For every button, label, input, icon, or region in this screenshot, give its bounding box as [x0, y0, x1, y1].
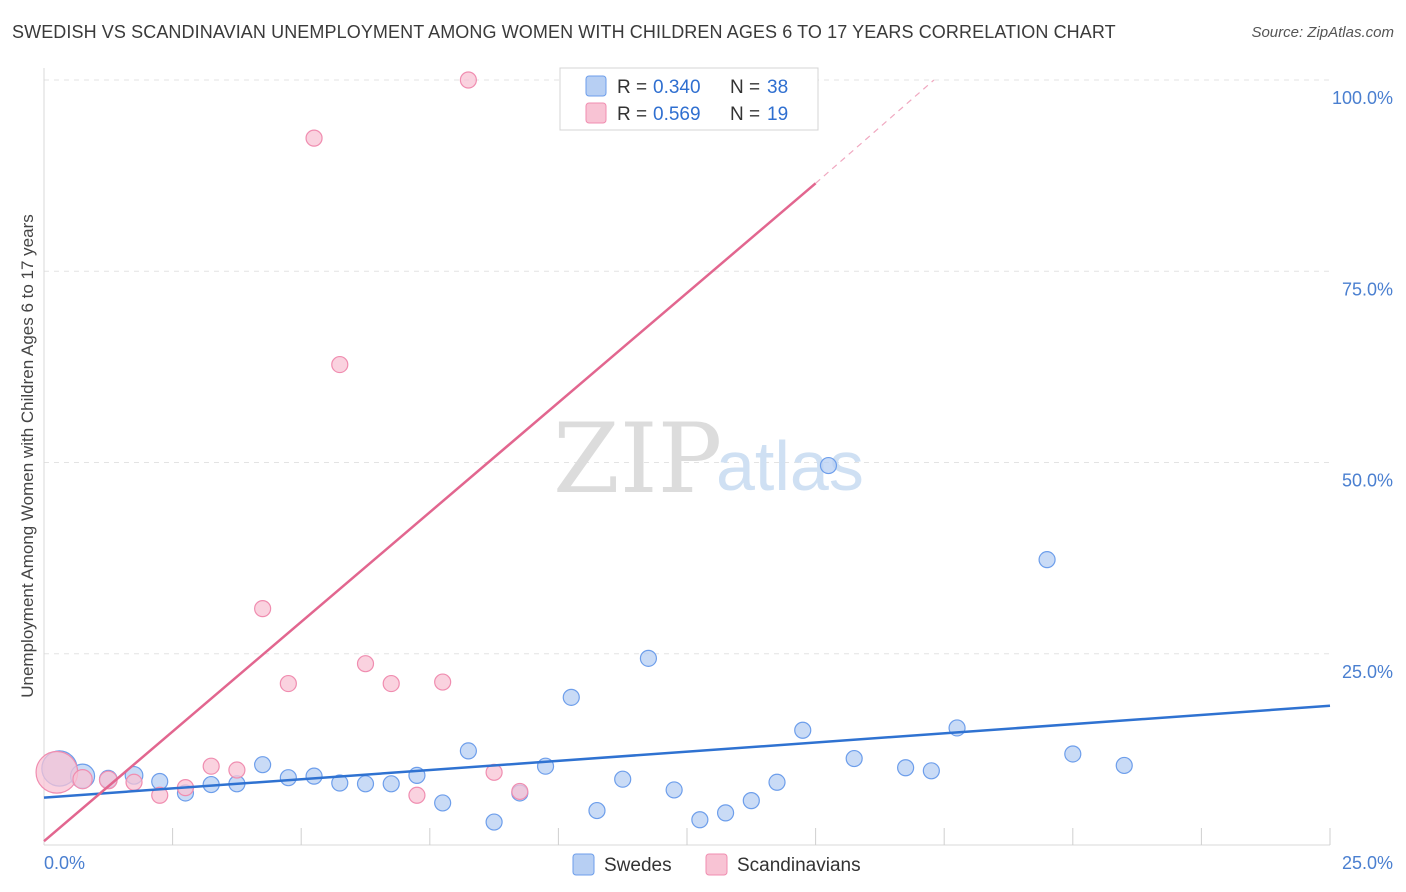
- series-legend-swatch-scandinavians[interactable]: [705, 853, 728, 876]
- scandinavian-point-10: [305, 129, 323, 147]
- x-tick-label-1: 25.0%: [1342, 853, 1393, 873]
- scandinavian-point-13: [382, 674, 400, 693]
- legend-r-label-scandinavians: R =: [617, 104, 647, 125]
- swede-point-16: [459, 742, 477, 760]
- legend-r-label-swedes: R =: [617, 77, 647, 98]
- swede-point-26: [716, 804, 735, 822]
- series-legend-swatch-swedes[interactable]: [572, 853, 595, 876]
- axes: [43, 68, 1331, 846]
- y-tick-label-1: 50.0%: [1342, 471, 1393, 491]
- correlation-legend: R = 0.340 N = 38 R = 0.569 N = 19: [559, 67, 819, 131]
- scandinavians-trend-extension: [815, 79, 935, 184]
- y-tick-label-2: 75.0%: [1342, 279, 1393, 299]
- swede-point-8: [254, 756, 272, 774]
- swedes-trend-line: [43, 704, 1331, 799]
- trend-lines: [43, 79, 1331, 843]
- swede-point-27: [742, 792, 760, 810]
- scandinavian-point-4: [151, 786, 169, 804]
- swede-point-30: [819, 456, 838, 475]
- swede-point-13: [382, 775, 400, 793]
- legend-swatch-swedes: [585, 75, 607, 97]
- scandinavian-point-6: [202, 757, 220, 775]
- watermark-atlas: atlas: [716, 427, 864, 505]
- source-label: Source: ZipAtlas.com: [1251, 24, 1394, 41]
- legend-swatch-scandinavians: [585, 102, 607, 124]
- series-legend: Swedes Scandinavians: [572, 853, 861, 876]
- scandinavian-point-11: [331, 355, 349, 374]
- swede-point-15: [434, 794, 452, 812]
- scandinavians-trend-line: [43, 182, 817, 843]
- scandinavian-point-16: [459, 71, 477, 89]
- swede-point-36: [1064, 745, 1082, 763]
- watermark-zip: ZIP: [553, 403, 722, 515]
- scandinavian-point-3: [125, 773, 143, 791]
- watermark: ZIP atlas: [553, 403, 864, 515]
- swede-point-29: [794, 721, 812, 739]
- swede-point-24: [665, 781, 683, 799]
- scandinavian-point-12: [356, 655, 375, 673]
- scandinavians-points: [35, 71, 529, 804]
- legend-n-label-swedes: N =: [730, 77, 760, 98]
- y-tick-label-3: 100.0%: [1332, 88, 1393, 108]
- swede-point-31: [845, 749, 863, 768]
- x-tick-label-0: 0.0%: [44, 853, 85, 873]
- swede-point-23: [639, 649, 658, 667]
- legend-n-value-swedes: 38: [767, 77, 788, 98]
- legend-r-value-swedes: 0.340: [653, 77, 701, 98]
- swede-point-11: [331, 774, 349, 792]
- gridlines: [44, 79, 1330, 655]
- swede-point-21: [588, 801, 606, 820]
- swede-point-35: [1038, 551, 1056, 569]
- legend-n-label-scandinavians: N =: [730, 104, 760, 125]
- swede-point-25: [691, 811, 709, 829]
- legend-r-value-scandinavians: 0.569: [653, 104, 701, 125]
- legend-n-value-scandinavians: 19: [767, 104, 788, 125]
- scandinavian-point-8: [254, 600, 272, 618]
- swede-point-33: [922, 762, 940, 780]
- swede-point-10: [305, 767, 323, 785]
- scandinavian-point-9: [279, 674, 297, 693]
- scandinavian-point-14: [408, 786, 426, 804]
- series-legend-label-swedes[interactable]: Swedes: [604, 855, 672, 876]
- scandinavian-point-1: [72, 769, 93, 790]
- swede-point-12: [356, 775, 375, 793]
- swede-point-32: [897, 759, 915, 777]
- scandinavian-point-7: [228, 761, 246, 779]
- chart-title: SWEDISH VS SCANDINAVIAN UNEMPLOYMENT AMO…: [12, 22, 1116, 42]
- swede-point-9: [279, 769, 297, 787]
- swede-point-17: [485, 813, 503, 831]
- series-legend-label-scandinavians[interactable]: Scandinavians: [737, 855, 861, 876]
- scandinavian-point-0: [35, 750, 79, 794]
- swede-point-37: [1115, 756, 1133, 775]
- swede-point-22: [614, 770, 632, 788]
- scandinavian-point-15: [434, 673, 452, 691]
- scandinavian-point-18: [511, 782, 529, 801]
- swede-point-28: [768, 773, 786, 791]
- tick-labels: 25.0% 50.0% 75.0% 100.0% 0.0% 25.0%: [44, 88, 1393, 873]
- swede-point-20: [562, 688, 580, 706]
- y-tick-label-0: 25.0%: [1342, 662, 1393, 682]
